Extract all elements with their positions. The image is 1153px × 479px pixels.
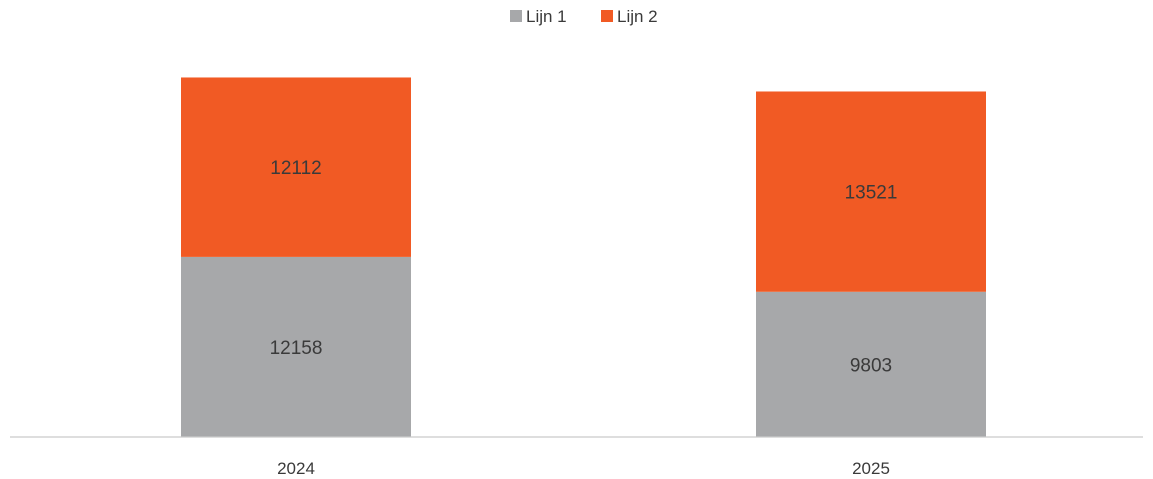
- data-label-2025-series-1: 9803: [850, 355, 892, 376]
- legend-label-lijn-2: Lijn 2: [617, 7, 658, 26]
- data-label-2024-series-2: 12112: [270, 158, 321, 179]
- data-label-2025-series-2: 13521: [845, 183, 898, 204]
- bars-group: 12158 12112 9803 13521: [181, 77, 986, 437]
- legend-swatch-lijn-1: [510, 10, 522, 22]
- bar-2025-series-2: [756, 91, 986, 292]
- bar-2025-series-1: [756, 291, 986, 437]
- bar-2024-series-2: [181, 77, 411, 257]
- category-label-2025: 2025: [852, 459, 890, 478]
- legend-swatch-lijn-2: [601, 10, 613, 22]
- data-label-2024-series-1: 12158: [270, 338, 323, 359]
- category-label-2024: 2024: [277, 459, 315, 478]
- category-labels: 2024 2025: [277, 459, 890, 478]
- bar-2024-series-1: [181, 256, 411, 437]
- legend-label-lijn-1: Lijn 1: [526, 7, 567, 26]
- legend: Lijn 1 Lijn 2: [510, 7, 658, 26]
